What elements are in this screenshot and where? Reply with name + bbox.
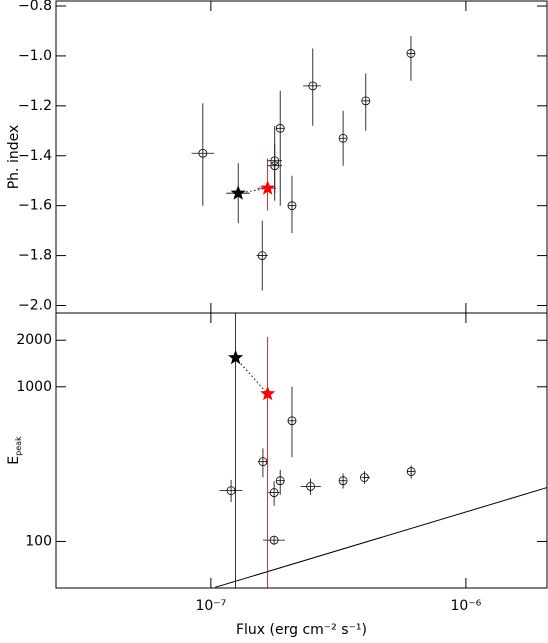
circle-marker	[306, 481, 315, 491]
circle-marker	[308, 81, 318, 91]
y-axis-label: Epeak	[6, 436, 23, 465]
y-tick-label: −1.0	[18, 48, 52, 64]
y-tick-label: −1.6	[18, 198, 52, 214]
y-axis-label-main: Ph. index	[6, 125, 22, 190]
star-marker	[230, 185, 246, 200]
circle-marker	[258, 457, 268, 467]
y-tick-label: 100	[25, 533, 52, 549]
star-marker	[260, 180, 276, 195]
y-tick-label: −1.2	[18, 98, 52, 114]
circle-marker	[406, 49, 416, 58]
y-tick-label: 1000	[16, 379, 52, 395]
plot-frame	[55, 0, 548, 314]
circle-marker	[275, 123, 285, 133]
circle-marker	[198, 148, 208, 158]
circle-marker	[275, 476, 285, 486]
circle-marker	[406, 467, 416, 476]
y-axis-label-sub: peak	[14, 436, 23, 456]
connector	[235, 357, 269, 395]
x-axis-label: Flux (erg cm⁻² s⁻¹)	[236, 622, 367, 638]
circle-marker	[338, 133, 348, 143]
circle-marker	[270, 161, 280, 171]
circle-marker	[361, 96, 371, 106]
reference-line	[215, 487, 548, 588]
circle-marker	[269, 535, 279, 545]
circle-marker	[226, 486, 236, 496]
x-tick-label: 10⁻⁶	[450, 598, 481, 614]
y-tick-label: −2.0	[18, 298, 52, 314]
plot-frame	[55, 312, 548, 589]
y-tick-label: −1.8	[18, 248, 52, 264]
circle-marker	[338, 476, 348, 486]
y-axis-label: Ph. index	[6, 125, 22, 190]
y-tick-label: −0.8	[18, 0, 52, 14]
y-axis-label-main: E	[6, 456, 22, 465]
y-tick-label: −1.4	[18, 148, 52, 164]
circle-marker	[287, 416, 297, 426]
circle-marker	[287, 201, 297, 211]
star-marker	[228, 349, 244, 365]
circle-marker	[269, 488, 279, 497]
x-tick-label: 10⁻⁷	[195, 598, 226, 614]
star-marker	[260, 385, 276, 401]
y-tick-label: 2000	[16, 332, 52, 348]
circle-marker	[360, 473, 369, 482]
circle-marker	[257, 251, 267, 260]
